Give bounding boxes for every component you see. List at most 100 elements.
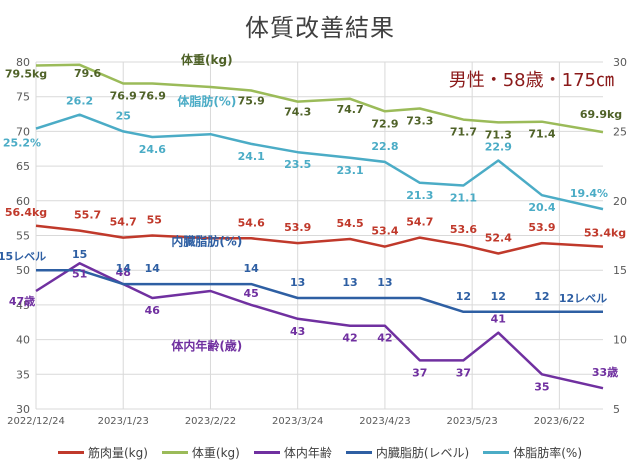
data-label: 74.3 [284,106,311,119]
data-label: 54.7 [110,216,137,229]
legend-item-visceral: 内臓脂肪(レベル) [345,444,470,461]
data-label: 69.9kg [580,108,622,121]
legend-item-body_fat: 体脂肪率(%) [483,444,582,461]
legend-label: 体重(kg) [191,446,240,460]
data-label: 47歳 [9,294,35,308]
legend-swatch [483,451,510,454]
data-label: 79.6 [74,67,101,80]
series-line-muscle [35,224,604,255]
y-tick-label: 50 [16,264,30,277]
data-label: 15 [72,248,87,261]
data-label: 12 [491,290,506,303]
y2-tick-label: 10 [613,334,627,347]
data-label: 55.7 [74,209,101,222]
data-label: 12 [534,290,549,303]
series-line-body_fat [35,113,604,211]
y-tick-label: 45 [16,299,30,312]
data-label: 45 [244,287,259,300]
data-label: 48 [116,266,131,279]
chart-subtitle: 男性・58歳・175㎝ [448,70,614,91]
data-label: 56.4kg [5,206,47,219]
data-label: 23.1 [336,164,363,177]
data-label: 51 [72,267,87,280]
data-labels: 56.4kg 55.7 54.7 55 54.6 53.9 54.5 53.4 54.7 53.6… [0,67,626,394]
legend-swatch [161,451,188,454]
series-annotation-body_age: 体内年齢(歳) [171,338,242,353]
data-label: 53.6 [450,223,477,236]
data-label: 19.4% [570,187,608,200]
legend-swatch [57,451,84,454]
y2-tick-label: 25 [613,125,627,138]
data-label: 26.2 [66,95,93,108]
data-label: 12レベル [559,292,607,305]
data-label: 25 [116,109,131,122]
legend-swatch [253,451,280,454]
data-label: 43 [290,325,305,338]
legend-item-body_age: 体内年齢 [253,444,332,461]
y-tick-label: 75 [16,91,30,104]
data-label: 71.4 [528,128,555,141]
data-label: 53.4 [371,225,398,238]
data-label: 22.9 [485,141,512,154]
series-annotation-weight: 体重(kg) [181,52,233,67]
x-tick-label: 2023/2/22 [185,416,236,427]
data-label: 42 [342,332,357,345]
data-label: 22.8 [371,140,398,153]
data-label: 15レベル [0,250,46,263]
data-label: 55 [147,214,162,227]
y-tick-label: 60 [16,195,30,208]
y-axis-left: 30 35 40 45 50 55 60 65 70 75 80 [16,56,30,416]
x-tick-label: 2023/6/22 [534,416,585,427]
legend-label: 内臓脂肪(レベル) [375,446,470,460]
data-label: 21.1 [450,192,477,205]
legend-item-muscle: 筋肉量(kg) [57,444,148,461]
data-label: 24.6 [139,143,166,156]
data-label: 71.3 [485,128,512,141]
data-label: 54.6 [238,216,265,229]
data-label: 54.5 [336,217,363,230]
data-label: 24.1 [238,150,265,163]
x-tick-label: 2022/12/24 [7,416,65,427]
data-label: 13 [290,276,305,289]
series-annotation-body_fat: 体脂肪(%) [177,93,236,108]
data-label: 73.3 [406,114,433,127]
grid-lines [35,61,603,410]
y-tick-label: 30 [16,403,30,416]
data-label: 53.9 [284,221,311,234]
legend: 筋肉量(kg) 体重(kg) 体内年齢 内臓脂肪(レベル) 体脂肪率(%) [0,444,640,461]
series-line-body_age [35,262,604,390]
data-label: 37 [412,366,427,379]
data-label: 76.9 [139,90,166,103]
data-label: 12 [456,290,471,303]
data-label: 76.9 [110,90,137,103]
series-lines [35,63,604,390]
data-label: 13 [342,276,357,289]
y-tick-label: 80 [16,56,30,69]
data-label: 20.4 [528,201,555,214]
data-label: 23.5 [284,158,311,171]
series-annotations: 体重(kg) 体内年齢(歳) 内臓脂肪(%) 体脂肪(%) [171,52,242,353]
data-label: 35 [534,380,549,393]
x-tick-label: 2023/5/23 [447,416,498,427]
y-axis-right: 5 10 15 20 25 30 [613,56,627,416]
data-label: 13 [377,276,392,289]
legend-item-weight: 体重(kg) [161,444,240,461]
data-label: 33歳 [592,365,618,379]
data-label: 52.4 [485,232,512,245]
data-label: 53.4kg [584,227,626,240]
series-line-weight [35,63,604,134]
data-label: 41 [491,313,506,326]
data-label: 46 [145,304,161,317]
data-label: 71.7 [450,126,477,139]
data-label: 21.3 [406,189,433,202]
legend-label: 筋肉量(kg) [87,446,148,460]
data-label: 14 [116,262,132,275]
y2-tick-label: 20 [613,195,627,208]
x-tick-label: 2023/4/23 [359,416,410,427]
y-tick-label: 65 [16,160,30,173]
y2-tick-label: 5 [613,403,620,416]
y-tick-label: 55 [16,230,30,243]
data-label: 74.7 [336,103,363,116]
series-annotation-visceral: 内臓脂肪(%) [171,234,242,249]
